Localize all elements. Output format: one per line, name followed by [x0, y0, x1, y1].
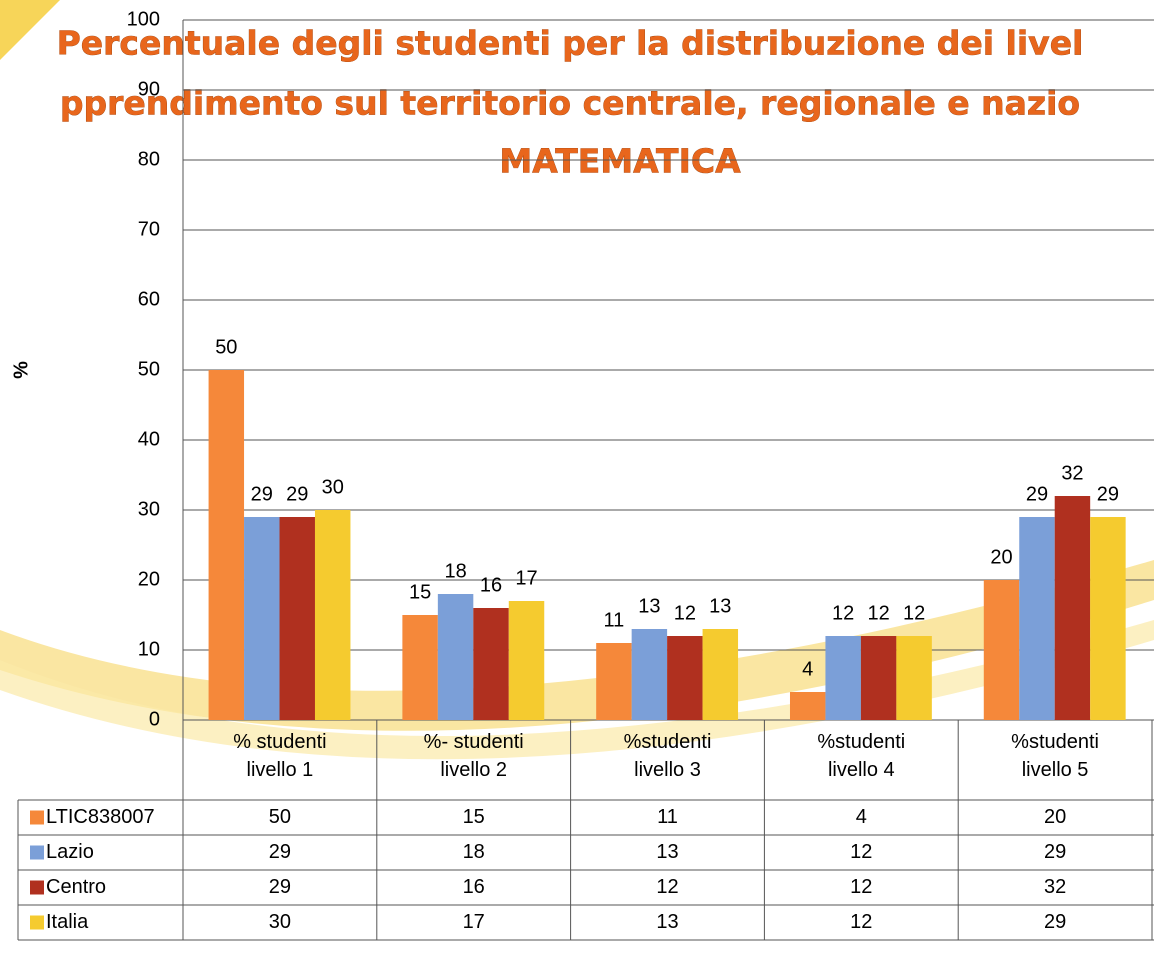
y-tick-label: 30	[138, 498, 160, 520]
y-tick-label: 0	[149, 708, 160, 730]
bar	[402, 615, 438, 720]
table-cell: 12	[850, 911, 872, 933]
table-cell: 11	[657, 806, 678, 828]
table-cell: 32	[1044, 876, 1066, 898]
table-cell: 12	[850, 876, 872, 898]
legend-label: LTIC838007	[46, 806, 155, 828]
x-tick-label: %studenti livello 5	[1011, 731, 1099, 781]
y-tick-label: 20	[138, 568, 160, 590]
table-cell: 29	[1044, 911, 1066, 933]
table-cell: 12	[850, 841, 872, 863]
chart-title: Percentuale degli studenti per la distri…	[57, 24, 1084, 63]
table-cell: 20	[1044, 806, 1066, 828]
legend-label: Centro	[46, 876, 106, 898]
data-label: 13	[709, 595, 731, 617]
x-tick-label: %- studenti livello 2	[423, 731, 524, 781]
legend-swatch	[30, 810, 44, 825]
bar	[667, 636, 703, 720]
table-cell: 17	[463, 911, 485, 933]
data-label: 12	[674, 602, 696, 624]
table-cell: 16	[463, 876, 485, 898]
y-tick-label: 10	[138, 638, 160, 660]
table-cell: 29	[269, 841, 291, 863]
x-tick-label: %studenti livello 3	[623, 731, 712, 781]
bar	[1019, 517, 1055, 720]
y-tick-label: 50	[138, 358, 160, 380]
bar	[1054, 496, 1091, 720]
data-label: 11	[604, 609, 625, 631]
table-cell: 29	[269, 876, 291, 898]
chart-title: pprendimento sul territorio centrale, re…	[60, 84, 1080, 123]
data-label: 15	[409, 581, 431, 603]
y-tick-label: 100	[127, 8, 160, 30]
bar	[860, 636, 897, 720]
data-label: 18	[444, 560, 466, 582]
data-label: 12	[903, 602, 925, 624]
y-tick-label: 80	[138, 148, 160, 170]
table-cell: 50	[269, 806, 291, 828]
data-label: 20	[990, 546, 1012, 568]
legend-swatch	[30, 915, 44, 930]
data-label: 29	[251, 483, 273, 505]
table-cell: 30	[269, 911, 291, 933]
data-label: 4	[802, 658, 813, 680]
y-tick-label: 90	[138, 78, 160, 100]
bar	[702, 629, 739, 720]
data-label: 12	[832, 602, 854, 624]
data-label: 29	[1026, 483, 1048, 505]
legend-swatch	[30, 880, 44, 895]
bar	[896, 636, 932, 720]
bar	[244, 517, 280, 720]
table-cell: 4	[856, 806, 867, 828]
bar	[983, 580, 1020, 720]
bar	[208, 370, 245, 720]
table-cell: 15	[463, 806, 485, 828]
table-cell: 13	[656, 911, 678, 933]
x-tick-label: %studenti livello 4	[817, 731, 906, 781]
y-axis-label: %	[10, 361, 32, 379]
table-cell: 18	[463, 841, 485, 863]
bar	[596, 643, 632, 720]
data-label: 50	[215, 336, 237, 358]
bar	[789, 692, 826, 720]
data-label: 30	[322, 476, 344, 498]
bar	[279, 517, 315, 720]
data-label: 29	[286, 483, 308, 505]
chart-title: MATEMATICA	[499, 142, 741, 181]
data-label: 13	[638, 595, 660, 617]
bar	[1090, 517, 1126, 720]
bar	[508, 601, 545, 720]
data-label: 32	[1061, 462, 1083, 484]
bar	[631, 629, 668, 720]
bar	[437, 594, 474, 720]
y-tick-label: 40	[138, 428, 160, 450]
table-cell: 13	[656, 841, 678, 863]
data-label: 17	[515, 567, 537, 589]
legend-label: Lazio	[46, 841, 94, 863]
y-tick-label: 70	[138, 218, 160, 240]
table-cell: 29	[1044, 841, 1066, 863]
data-label: 16	[480, 574, 502, 596]
data-label: 12	[868, 602, 890, 624]
legend-swatch	[30, 845, 44, 860]
bar	[473, 608, 509, 720]
x-tick-label: % studenti livello 1	[233, 731, 327, 781]
data-label: 29	[1097, 483, 1119, 505]
bar	[825, 636, 861, 720]
legend-label: Italia	[46, 911, 89, 933]
table-cell: 12	[656, 876, 678, 898]
bar	[314, 510, 351, 720]
y-tick-label: 60	[138, 288, 160, 310]
